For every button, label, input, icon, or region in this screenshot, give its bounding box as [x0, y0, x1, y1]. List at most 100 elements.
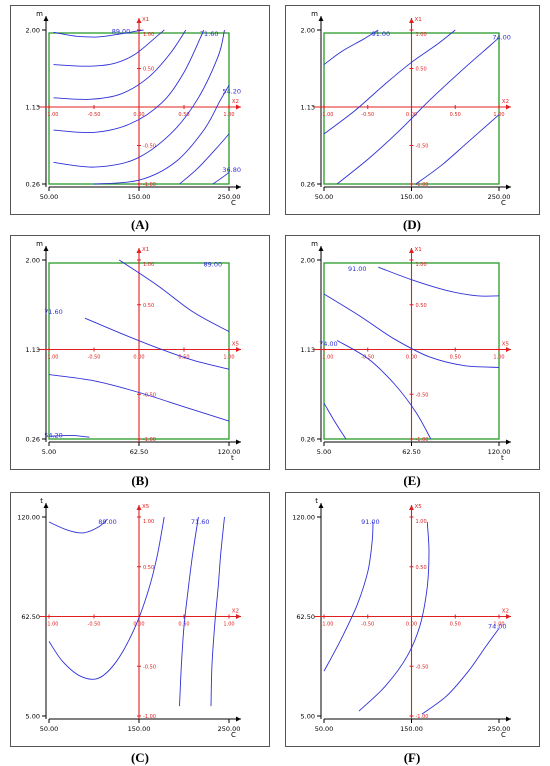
axes: 5.00 62.50 120.00 0.26 1.13 2.00 t m [26, 240, 241, 462]
coded-v-tick-label: -0.50 [416, 392, 429, 398]
coded-v-tick-label: 0.50 [416, 565, 427, 571]
contour-line [179, 516, 199, 707]
coded-v-arrow [136, 18, 142, 23]
coded-axes: X2 X5 -1.00 -0.50 0.00 0.50 1.00 1.00 0.50 -0.50 -… [314, 504, 511, 720]
y-axis-label: m [311, 240, 318, 248]
x-tick-label: 120.00 [488, 448, 511, 456]
coded-h-tick-label: 0.50 [450, 622, 461, 628]
coded-h-arrow [506, 104, 511, 110]
x-tick-label: 120.00 [218, 448, 241, 456]
contour-line [336, 340, 432, 440]
x-axis-arrow [506, 716, 511, 722]
coded-h-tick-label: 1.00 [223, 622, 234, 628]
coded-h-arrow [506, 347, 511, 352]
x-tick-label: 250.00 [218, 725, 241, 733]
coded-h-label: X5 [232, 342, 240, 348]
coded-h-tick-label: -0.50 [361, 355, 374, 361]
y-axis-label: m [311, 10, 318, 18]
contour-label: 74.00 [488, 622, 507, 630]
coded-h-tick-label: -1.00 [46, 622, 59, 628]
coded-h-label: X2 [232, 609, 239, 615]
coded-v-label: X5 [142, 504, 150, 510]
contour-label: 71.60 [44, 308, 63, 316]
contour-line [48, 516, 165, 680]
coded-h-tick-label: -1.00 [321, 355, 334, 361]
x-tick-label: 150.00 [128, 193, 151, 201]
coded-h-tick-label: 0.00 [133, 622, 144, 628]
coded-v-arrow [409, 505, 414, 510]
x-axis-arrow [506, 439, 511, 445]
y-tick-label: 1.13 [26, 346, 40, 354]
y-axis-label: t [40, 497, 43, 505]
contour-line [48, 434, 90, 438]
y-tick-label: 2.00 [26, 257, 40, 265]
y-tick-label: 5.00 [301, 713, 315, 721]
x-tick-label: 50.00 [315, 725, 334, 733]
axes: 5.00 62.50 120.00 0.26 1.13 2.00 t m [301, 240, 511, 462]
contour-line [118, 259, 230, 332]
contour-line [53, 29, 225, 168]
y-axis-label: t [315, 497, 318, 505]
coded-h-tick-label: -0.50 [88, 112, 101, 118]
coded-v-label: X1 [142, 17, 149, 23]
chart-panel-e: 5.00 62.50 120.00 0.26 1.13 2.00 t m X5 X1 -1.00 -0… [285, 235, 540, 470]
chart-svg: 50.00 150.00 250.00 5.00 62.50 120.00 Ct X2 X5 -1… [292, 497, 511, 739]
coded-v-tick-label: 1.00 [416, 519, 427, 525]
coded-h-tick-label: -1.00 [46, 355, 59, 361]
y-axis-arrow [43, 16, 49, 21]
coded-h-arrow [236, 104, 241, 110]
y-tick-label: 1.13 [301, 104, 315, 112]
coded-v-tick-label: 0.50 [143, 303, 154, 309]
y-tick-label: 1.13 [26, 104, 40, 112]
x-axis-arrow [236, 716, 241, 722]
coded-h-tick-label: 0.50 [178, 112, 189, 118]
y-tick-label: 62.50 [21, 613, 40, 621]
chart-caption-c: (C) [130, 750, 150, 765]
y-tick-label: 62.50 [296, 613, 315, 621]
x-tick-label: 150.00 [128, 725, 151, 733]
y-tick-label: 2.00 [301, 257, 315, 265]
coded-v-arrow [409, 248, 414, 253]
contour-lines: 89.00 71.60 54.20 36.80 [53, 28, 241, 185]
x-tick-label: 50.00 [40, 193, 59, 201]
coded-h-tick-label: -0.50 [88, 622, 101, 628]
chart-svg: 50.00 150.00 250.00 0.26 1.13 2.00 Cm X2 X1 -1.00… [301, 10, 511, 207]
coded-h-tick-label: 0.50 [450, 355, 461, 361]
coded-h-tick-label: -0.50 [361, 112, 374, 118]
contour-line [84, 317, 230, 370]
axes: 50.00 150.00 250.00 5.00 62.50 120.00 Ct [17, 497, 241, 739]
contour-line [358, 521, 430, 712]
coded-v-tick-label: 0.50 [416, 303, 427, 309]
coded-v-tick-label: -0.50 [143, 144, 156, 150]
contour-line [53, 29, 205, 134]
contour-label: 89.00 [112, 28, 131, 36]
coded-h-label: X2 [502, 99, 509, 105]
coded-v-tick-label: -0.50 [416, 144, 429, 150]
coded-v-tick-label: 1.00 [143, 519, 154, 525]
coded-h-tick-label: -1.00 [46, 112, 59, 118]
contour-line [53, 29, 165, 67]
coded-v-arrow [136, 505, 142, 510]
coded-h-tick-label: -0.50 [88, 355, 101, 361]
contour-line [323, 29, 379, 65]
y-tick-label: 0.26 [301, 181, 315, 189]
x-tick-label: 5.00 [317, 448, 331, 456]
coded-h-tick-label: 1.00 [493, 355, 504, 361]
contour-label: 36.80 [222, 166, 241, 174]
contour-label: 91.00 [361, 518, 380, 526]
contour-line [212, 172, 230, 185]
contour-lines: 89.00 71.60 [48, 516, 225, 707]
y-tick-label: 120.00 [17, 514, 40, 522]
chart-panel-b: 5.00 62.50 120.00 0.26 1.13 2.00 t m X5 X1 -1.00 -0… [10, 235, 270, 470]
coded-v-arrow [409, 18, 414, 23]
coded-h-tick-label: 0.50 [450, 112, 461, 118]
chart-caption-e: (E) [403, 473, 421, 488]
y-axis-label: m [36, 240, 43, 248]
y-axis-arrow [318, 246, 324, 251]
